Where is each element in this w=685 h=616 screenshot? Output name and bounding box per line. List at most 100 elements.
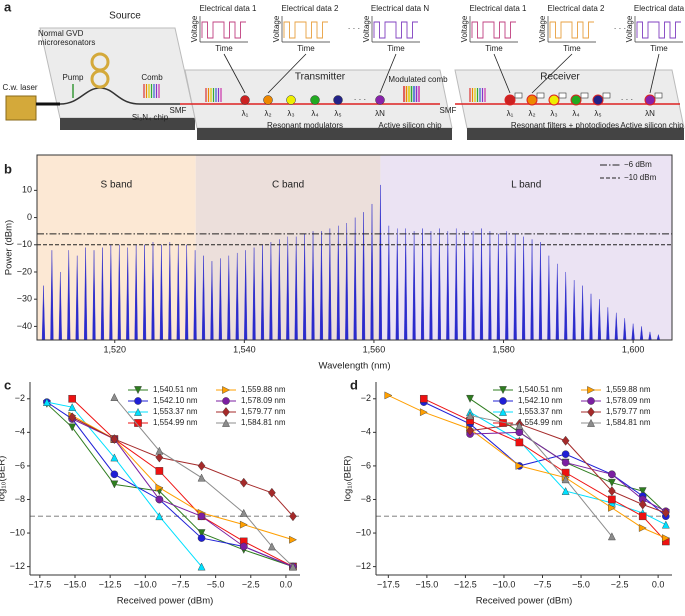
data-point bbox=[607, 532, 616, 541]
x-tick-label: −12.5 bbox=[99, 579, 122, 589]
data-point bbox=[662, 534, 670, 543]
data-point bbox=[239, 508, 248, 517]
data-point bbox=[289, 535, 298, 544]
waveform bbox=[471, 21, 516, 39]
lambda-label: λ₄ bbox=[311, 109, 318, 118]
data-point bbox=[110, 470, 119, 479]
label: Pump bbox=[63, 73, 84, 82]
data-point bbox=[197, 562, 206, 571]
data-point bbox=[608, 486, 616, 497]
data-point bbox=[197, 534, 206, 542]
data-point bbox=[68, 412, 77, 423]
axis-label: Voltage bbox=[538, 15, 547, 42]
y-axis-label: Power (dBm) bbox=[4, 220, 15, 275]
y-tick-label: −12 bbox=[356, 561, 371, 571]
data-point bbox=[197, 460, 206, 471]
photodiode bbox=[558, 92, 567, 99]
legend-label: 1,579.77 nm bbox=[606, 407, 651, 416]
label: SMF bbox=[440, 106, 457, 115]
data-point bbox=[638, 512, 647, 521]
label: Source bbox=[109, 11, 141, 22]
y-axis-label: log₁₀(BER) bbox=[343, 456, 354, 502]
arrow bbox=[223, 53, 246, 94]
data-point bbox=[608, 503, 616, 512]
axis-label: Time bbox=[297, 44, 315, 53]
ellipsis: · · · bbox=[348, 24, 360, 33]
y-tick-label: −6 bbox=[361, 460, 371, 470]
panel-label: c bbox=[4, 377, 11, 392]
lambda-label: λ₁ bbox=[242, 109, 249, 118]
series-line bbox=[46, 403, 294, 568]
data-point bbox=[561, 487, 570, 495]
x-tick-label: −15.0 bbox=[415, 579, 438, 589]
chip-edge bbox=[467, 128, 684, 140]
label: Modulated comb bbox=[388, 75, 448, 84]
data-point bbox=[561, 458, 570, 467]
chip-edge bbox=[197, 128, 452, 140]
lambda-label: λ₃ bbox=[287, 109, 294, 118]
waveform bbox=[636, 21, 681, 39]
axis-label: Voltage bbox=[625, 15, 634, 42]
box-title: Electrical data 2 bbox=[282, 4, 339, 13]
data-point bbox=[515, 438, 524, 447]
waveform bbox=[283, 21, 328, 39]
panel-label: d bbox=[350, 377, 358, 392]
legend-label: 1,540.51 nm bbox=[518, 385, 563, 394]
y-tick-label: 10 bbox=[22, 185, 32, 195]
data-point bbox=[110, 393, 119, 401]
x-axis-label: Received power (dBm) bbox=[117, 596, 214, 607]
legend-label: 1,553.37 nm bbox=[518, 407, 563, 416]
data-point bbox=[155, 512, 164, 521]
data-point bbox=[68, 423, 77, 432]
electrical-data bbox=[199, 16, 683, 94]
label: Normal GVD bbox=[38, 29, 84, 38]
arrow bbox=[531, 53, 573, 94]
comb-icon bbox=[143, 84, 486, 102]
series-line bbox=[470, 431, 667, 512]
box-title: Electrical data N bbox=[634, 4, 685, 13]
label: Si₃N₄ chip bbox=[132, 113, 169, 122]
axis-label: Voltage bbox=[362, 15, 371, 42]
data-point bbox=[419, 394, 428, 403]
x-axis-label: Received power (dBm) bbox=[476, 596, 573, 607]
lambda-label: λ₄ bbox=[572, 109, 579, 118]
y-tick-label: −4 bbox=[15, 427, 25, 437]
data-point bbox=[638, 487, 647, 496]
x-tick-label: 1,560 bbox=[363, 344, 386, 354]
data-point bbox=[155, 446, 164, 455]
legend-marker bbox=[587, 386, 596, 394]
y-tick-label: −10 bbox=[10, 527, 25, 537]
data-point bbox=[608, 470, 616, 479]
data-point bbox=[384, 391, 393, 400]
arrow bbox=[379, 53, 397, 94]
label: Resonant filters + photodiodes bbox=[511, 121, 619, 130]
ellipsis: · · · bbox=[614, 24, 626, 33]
x-tick-label: −10.0 bbox=[493, 579, 516, 589]
legend-marker bbox=[222, 407, 230, 417]
ring bbox=[90, 69, 110, 89]
legend-label: 1,584.81 nm bbox=[606, 418, 651, 427]
band-label: L band bbox=[511, 180, 541, 191]
x-tick-label: −15.0 bbox=[64, 579, 87, 589]
panel-label: b bbox=[4, 161, 12, 176]
box-title: Electrical data N bbox=[371, 4, 429, 13]
x-tick-label: −2.5 bbox=[242, 579, 260, 589]
y-tick-label: −10 bbox=[356, 527, 371, 537]
data-point bbox=[661, 520, 670, 529]
legend-marker bbox=[499, 386, 507, 395]
y-tick-label: −4 bbox=[361, 427, 371, 437]
x-axis-label: Wavelength (nm) bbox=[319, 361, 391, 372]
legend-label: 1,540.51 nm bbox=[153, 385, 198, 394]
x-tick-label: 1,580 bbox=[492, 344, 515, 354]
y-tick-label: −12 bbox=[10, 561, 25, 571]
modulators bbox=[240, 92, 663, 106]
legend-marker bbox=[587, 418, 595, 427]
series-line bbox=[469, 415, 613, 537]
chip-edge bbox=[60, 118, 195, 130]
data-point bbox=[289, 562, 297, 571]
box-title: Electrical data 1 bbox=[200, 4, 257, 13]
filter bbox=[504, 94, 516, 106]
x-tick-label: −7.5 bbox=[172, 579, 190, 589]
x-tick-label: −17.5 bbox=[28, 579, 51, 589]
